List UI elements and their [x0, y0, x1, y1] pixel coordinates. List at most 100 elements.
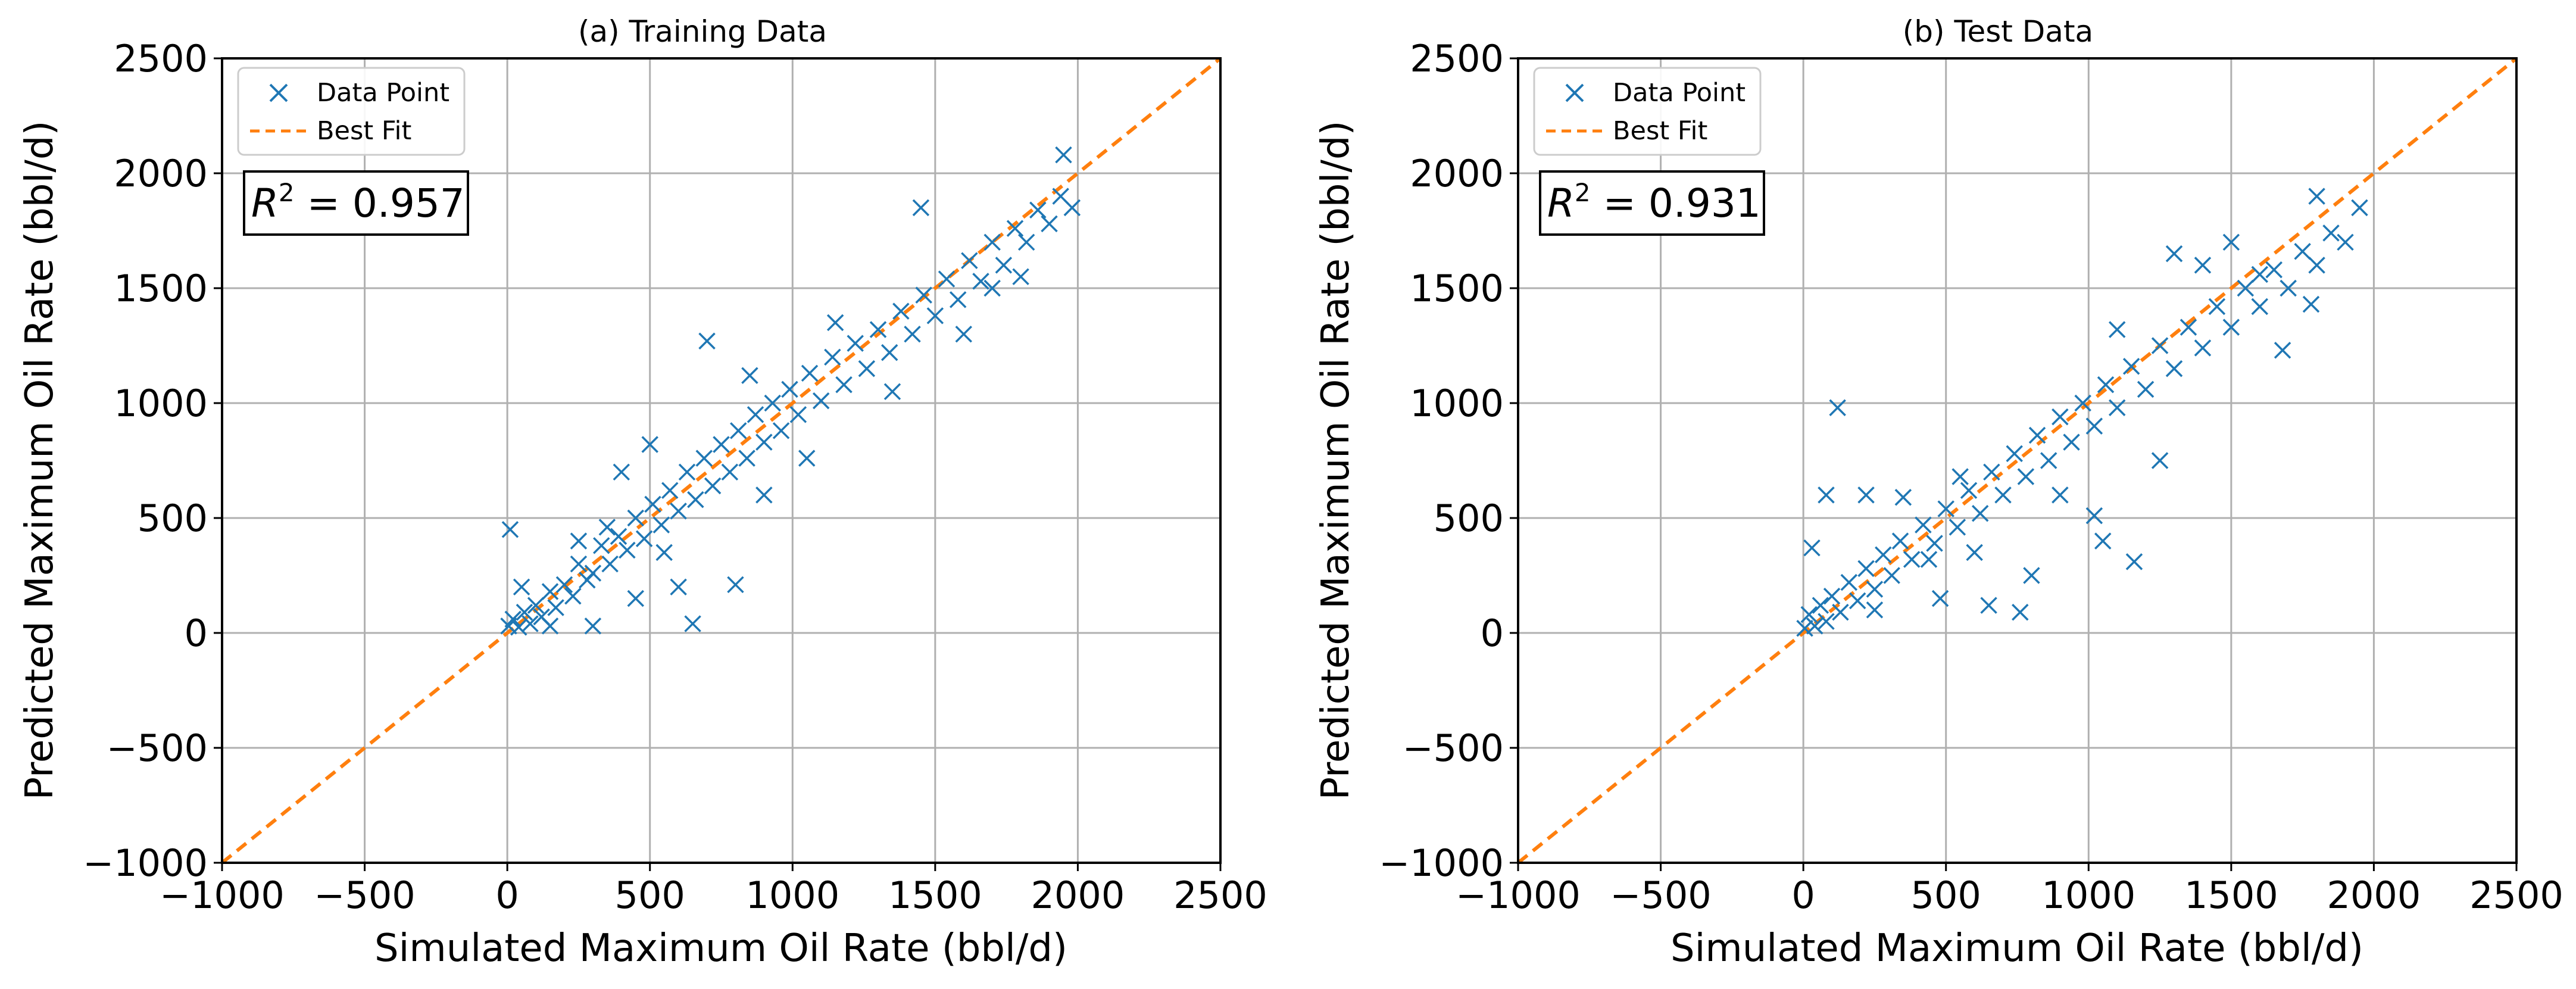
x-tick-label: 1500	[888, 873, 982, 917]
data-point-stroke	[504, 610, 522, 628]
data-point	[2108, 321, 2126, 338]
data-point	[619, 541, 636, 559]
data-point-stroke	[764, 394, 781, 412]
x-tick-label: −1000	[160, 873, 285, 917]
data-point	[983, 279, 1001, 297]
legend-label-best-fit: Best Fit	[1613, 116, 1707, 146]
data-point	[661, 482, 679, 499]
data-point-stroke	[1983, 463, 2000, 481]
data-point	[1937, 500, 1954, 517]
data-point	[1017, 233, 1035, 251]
best-fit-line	[221, 57, 1222, 865]
data-point-stroke	[1840, 573, 1858, 591]
data-point-stroke	[789, 406, 807, 423]
y-axis-label: Predicted Maximum Oil Rate (bbl/d)	[18, 121, 62, 800]
x-tick-labels: −1000 −500 0 500 1000 1500 2000 2500	[1456, 863, 2563, 917]
data-point-stroke	[938, 270, 956, 288]
data-point-stroke	[684, 615, 701, 632]
r2-exponent: 2	[279, 178, 295, 207]
data-point-stroke	[1857, 486, 1875, 504]
data-point	[655, 544, 673, 561]
data-point-stroke	[1903, 551, 1921, 568]
data-point-stroke	[835, 376, 853, 394]
data-point-stroke	[541, 583, 559, 600]
chart-title: (a) Training Data	[578, 14, 827, 49]
legend-label-data-point: Data Point	[1613, 78, 1746, 108]
data-point	[527, 597, 545, 614]
data-point-stroke	[801, 364, 819, 382]
data-point-stroke	[2040, 452, 2057, 469]
r2-exponent: 2	[1575, 178, 1591, 207]
data-points	[500, 146, 1081, 636]
data-point	[2108, 399, 2126, 416]
data-point-stroke	[570, 532, 588, 550]
y-tick-label: 2000	[114, 152, 208, 195]
data-point	[2280, 279, 2297, 297]
data-point	[2251, 298, 2269, 316]
data-point	[1806, 617, 1824, 635]
data-point-stroke	[1806, 617, 1824, 635]
data-point-stroke	[912, 199, 930, 217]
data-point-stroke	[627, 589, 644, 607]
data-point	[1055, 146, 1072, 164]
data-point-stroke	[2063, 433, 2080, 451]
data-point-stroke	[704, 477, 722, 495]
data-point	[2302, 295, 2320, 313]
data-point-stroke	[1803, 539, 1821, 557]
legend-label-best-fit: Best Fit	[317, 116, 411, 146]
data-point	[2194, 257, 2212, 274]
data-point-stroke	[522, 615, 539, 632]
data-point	[741, 367, 758, 384]
data-point	[627, 589, 644, 607]
data-point-stroke	[698, 332, 716, 350]
legend-box	[237, 67, 466, 156]
data-point	[2165, 245, 2183, 263]
data-point-stroke	[883, 383, 901, 400]
data-point-stroke	[926, 307, 944, 325]
data-point-stroke	[847, 335, 864, 352]
data-point-stroke	[527, 597, 545, 614]
data-point	[2063, 433, 2080, 451]
data-point	[1818, 613, 1835, 630]
data-point-stroke	[2251, 298, 2269, 316]
data-point	[1971, 505, 1989, 522]
data-point	[2308, 257, 2325, 274]
data-point-stroke	[2028, 426, 2046, 444]
data-point	[695, 450, 713, 467]
data-point	[613, 463, 630, 481]
data-point	[2028, 426, 2046, 444]
data-point-stroke	[2097, 376, 2115, 394]
data-point	[501, 521, 519, 538]
data-point-stroke	[2180, 319, 2197, 336]
data-point-stroke	[2222, 233, 2240, 251]
data-point	[547, 599, 564, 616]
data-point-stroke	[1937, 500, 1954, 517]
data-point	[835, 376, 853, 394]
data-point-stroke	[2052, 486, 2069, 504]
data-point-stroke	[570, 555, 588, 573]
data-point-stroke	[1949, 519, 1966, 536]
data-point-stroke	[949, 291, 967, 308]
r2-annotation: R2 = 0.931	[1539, 170, 1765, 236]
data-point	[2222, 233, 2240, 251]
data-point-stroke	[1012, 268, 1029, 285]
data-point-stroke	[961, 252, 978, 269]
data-point	[2052, 486, 2069, 504]
data-point-stroke	[1994, 486, 2012, 504]
data-point-stroke	[1818, 613, 1835, 630]
data-point-stroke	[2165, 360, 2183, 377]
data-point-stroke	[1041, 215, 1058, 233]
y-tick-label: 2500	[1410, 37, 1504, 80]
data-point-stroke	[1920, 551, 1938, 568]
data-point-stroke	[601, 555, 619, 573]
data-point-stroke	[2337, 233, 2354, 251]
data-point	[2151, 452, 2169, 469]
data-point	[1803, 539, 1821, 557]
data-point	[972, 273, 989, 290]
data-point	[1951, 468, 1969, 485]
data-point-stroke	[858, 360, 876, 377]
data-point-stroke	[678, 463, 696, 481]
data-point	[2040, 452, 2057, 469]
legend-marker-icon	[1565, 83, 1584, 102]
r2-symbol: R	[1547, 180, 1575, 226]
